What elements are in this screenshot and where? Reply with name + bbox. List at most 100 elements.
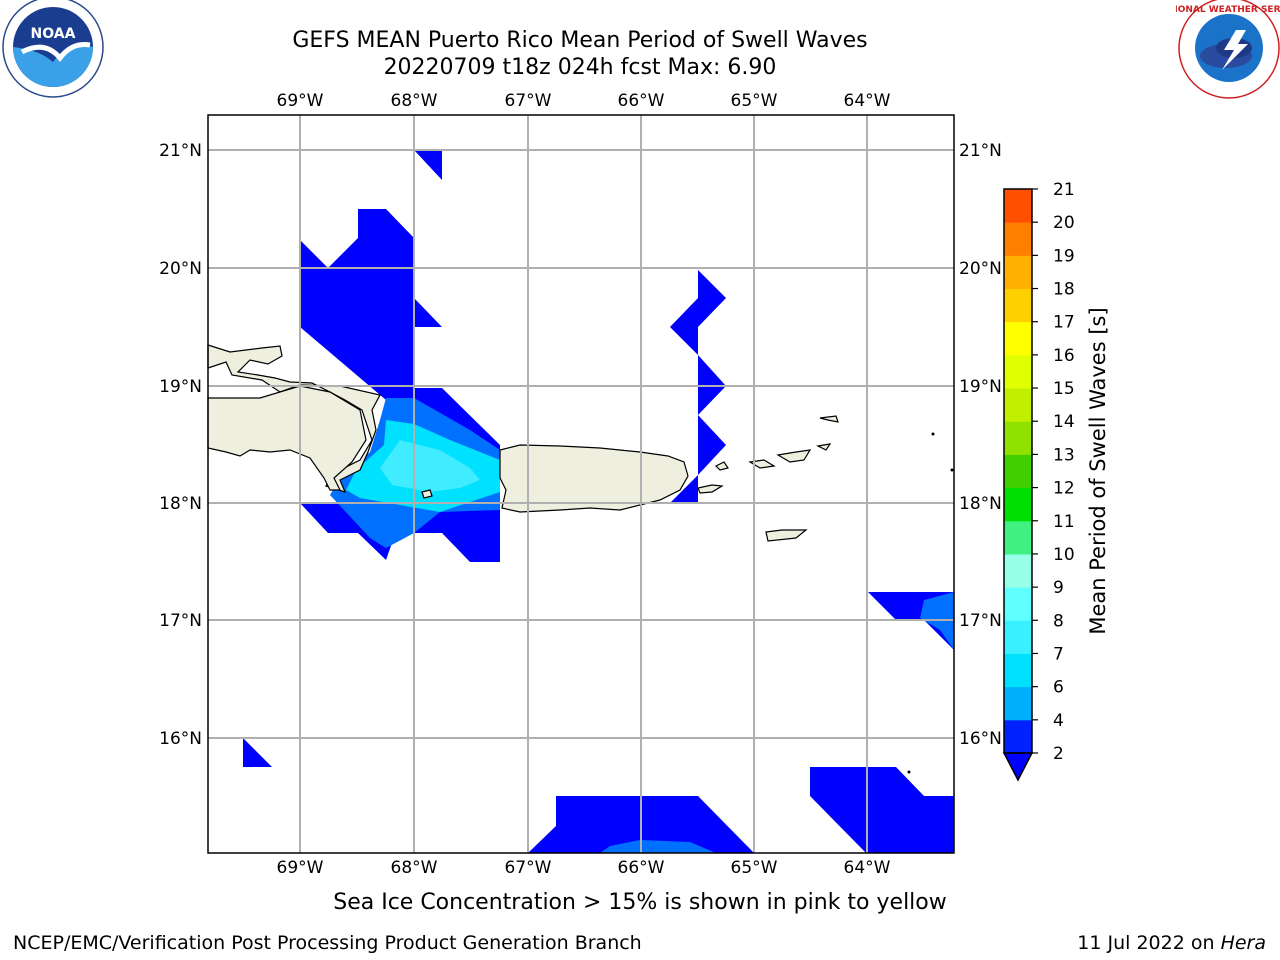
colorbar-tick-label: 15 [1053,379,1075,399]
lat-label: 19°N [959,377,1002,397]
colorbar-segment [1004,255,1032,290]
lon-label: 64°W [844,858,891,878]
lon-label: 67°W [505,91,552,111]
lon-label: 68°W [391,91,438,111]
colorbar-segment [1004,520,1032,555]
islet [931,432,935,436]
colorbar-tick-label: 14 [1053,412,1075,432]
colorbar-frame [1003,188,1033,754]
colorbar-segment [1004,222,1032,256]
islet [950,468,954,472]
mona-island [421,489,433,499]
date-text: 11 Jul 2022 on Hera [1077,932,1266,954]
lat-label: 21°N [959,141,1002,161]
nws-logo-text: NATIONAL WEATHER SERVICE [1176,5,1280,15]
colorbar-tick-label: 17 [1053,313,1075,333]
small-islands [907,432,954,774]
contour-under-2 [810,767,954,853]
virgin-islands [776,449,812,463]
colorbar-tick-label: 7 [1053,644,1064,664]
colorbar-tick-label: 18 [1053,280,1075,300]
colorbar-segment [1004,288,1032,323]
colorbar-tick-label: 19 [1053,246,1075,266]
lat-label: 17°N [159,611,202,631]
colorbar-tick-label: 2 [1053,744,1064,764]
map-frame [207,114,955,854]
colorbar-tick-label: 6 [1053,678,1064,698]
noaa-logo-text: NOAA [31,26,76,42]
noaa-logo: NOAA [2,0,104,98]
colorbar-label: Mean Period of Swell Waves [s] [1086,307,1110,634]
lat-label: 16°N [159,729,202,749]
colorbar-tick-label: 16 [1053,346,1075,366]
colorbar-tick-label: 9 [1053,578,1064,598]
colorbar-segment [1004,719,1032,754]
colorbar-segment [1004,487,1032,522]
lon-label: 67°W [505,858,552,878]
colorbar-segment [1004,354,1032,389]
lat-label: 18°N [959,494,1002,514]
colorbar-tick-label: 10 [1053,545,1075,565]
lat-labels-right: 21°N 20°N 19°N 18°N 17°N 16°N [959,141,1002,749]
virgin-islands [816,443,832,451]
colorbar-segment [1004,587,1032,621]
colorbar-segment [1004,388,1032,422]
nws-logo: NATIONAL WEATHER SERVICE [1176,0,1280,99]
colorbar-tick-label: 8 [1053,611,1064,631]
lat-label: 16°N [959,729,1002,749]
lat-labels-left: 21°N 20°N 19°N 18°N 17°N 16°N [159,141,202,749]
lon-label: 69°W [277,91,324,111]
lon-labels-top: 69°W 68°W 67°W 66°W 65°W 64°W [277,91,891,111]
lon-labels-bottom: 69°W 68°W 67°W 66°W 65°W 64°W [277,858,891,878]
lon-label: 68°W [391,858,438,878]
colorbar-tick-label: 21 [1053,180,1075,200]
sea-ice-note: Sea Ice Concentration > 15% is shown in … [333,890,947,915]
lat-label: 21°N [159,141,202,161]
lon-label: 65°W [731,858,778,878]
vieques [697,484,724,494]
colorbar-under-arrow [1002,752,1034,782]
map-subtitle: 20220709 t18z 024h fcst Max: 6.90 [383,55,777,80]
colorbar-segment [1004,189,1032,223]
lat-label: 18°N [159,494,202,514]
lon-label: 64°W [844,91,891,111]
colorbar-segment [1004,553,1032,588]
lon-label: 69°W [277,858,324,878]
colorbar-segment [1004,620,1032,654]
map-title: GEFS MEAN Puerto Rico Mean Period of Swe… [292,28,868,53]
lat-label: 19°N [159,377,202,397]
colorbar-tick-label: 4 [1053,711,1064,731]
lon-label: 66°W [618,91,665,111]
contour-2-4 [600,840,716,853]
colorbar-tick-label: 20 [1053,213,1075,233]
virgin-islands [748,459,776,469]
colorbar-segment [1004,686,1032,721]
lon-label: 66°W [618,858,665,878]
culebra [714,461,729,471]
lat-label: 17°N [959,611,1002,631]
lon-label: 65°W [731,91,778,111]
colorbar-tick-label: 11 [1053,512,1075,532]
machine-name: Hera [1220,932,1266,954]
colorbar-segment [1004,454,1032,489]
islet [907,770,911,774]
st-croix [765,529,808,542]
lat-label: 20°N [159,259,202,279]
colorbar-segment [1004,421,1032,455]
gridlines [208,115,954,853]
colorbar-tick-label: 12 [1053,479,1075,499]
colorbar-tick-label: 13 [1053,445,1075,465]
hispaniola-south [207,385,367,491]
contour-under-2 [414,150,442,180]
contour-under-2 [300,209,500,460]
colorbar-segment [1004,653,1032,688]
colorbar: 2 4 6 7 8 9 10 11 12 13 14 15 16 17 18 19 20 21 [1002,180,1075,782]
credit-text: NCEP/EMC/Verification Post Processing Pr… [13,932,642,954]
anegada [819,415,839,423]
lat-label: 20°N [959,259,1002,279]
contour-6-7 [380,440,480,492]
colorbar-segment [1004,321,1032,356]
contour-under-2 [243,738,272,767]
date-value: 11 Jul 2022 on [1077,932,1215,954]
